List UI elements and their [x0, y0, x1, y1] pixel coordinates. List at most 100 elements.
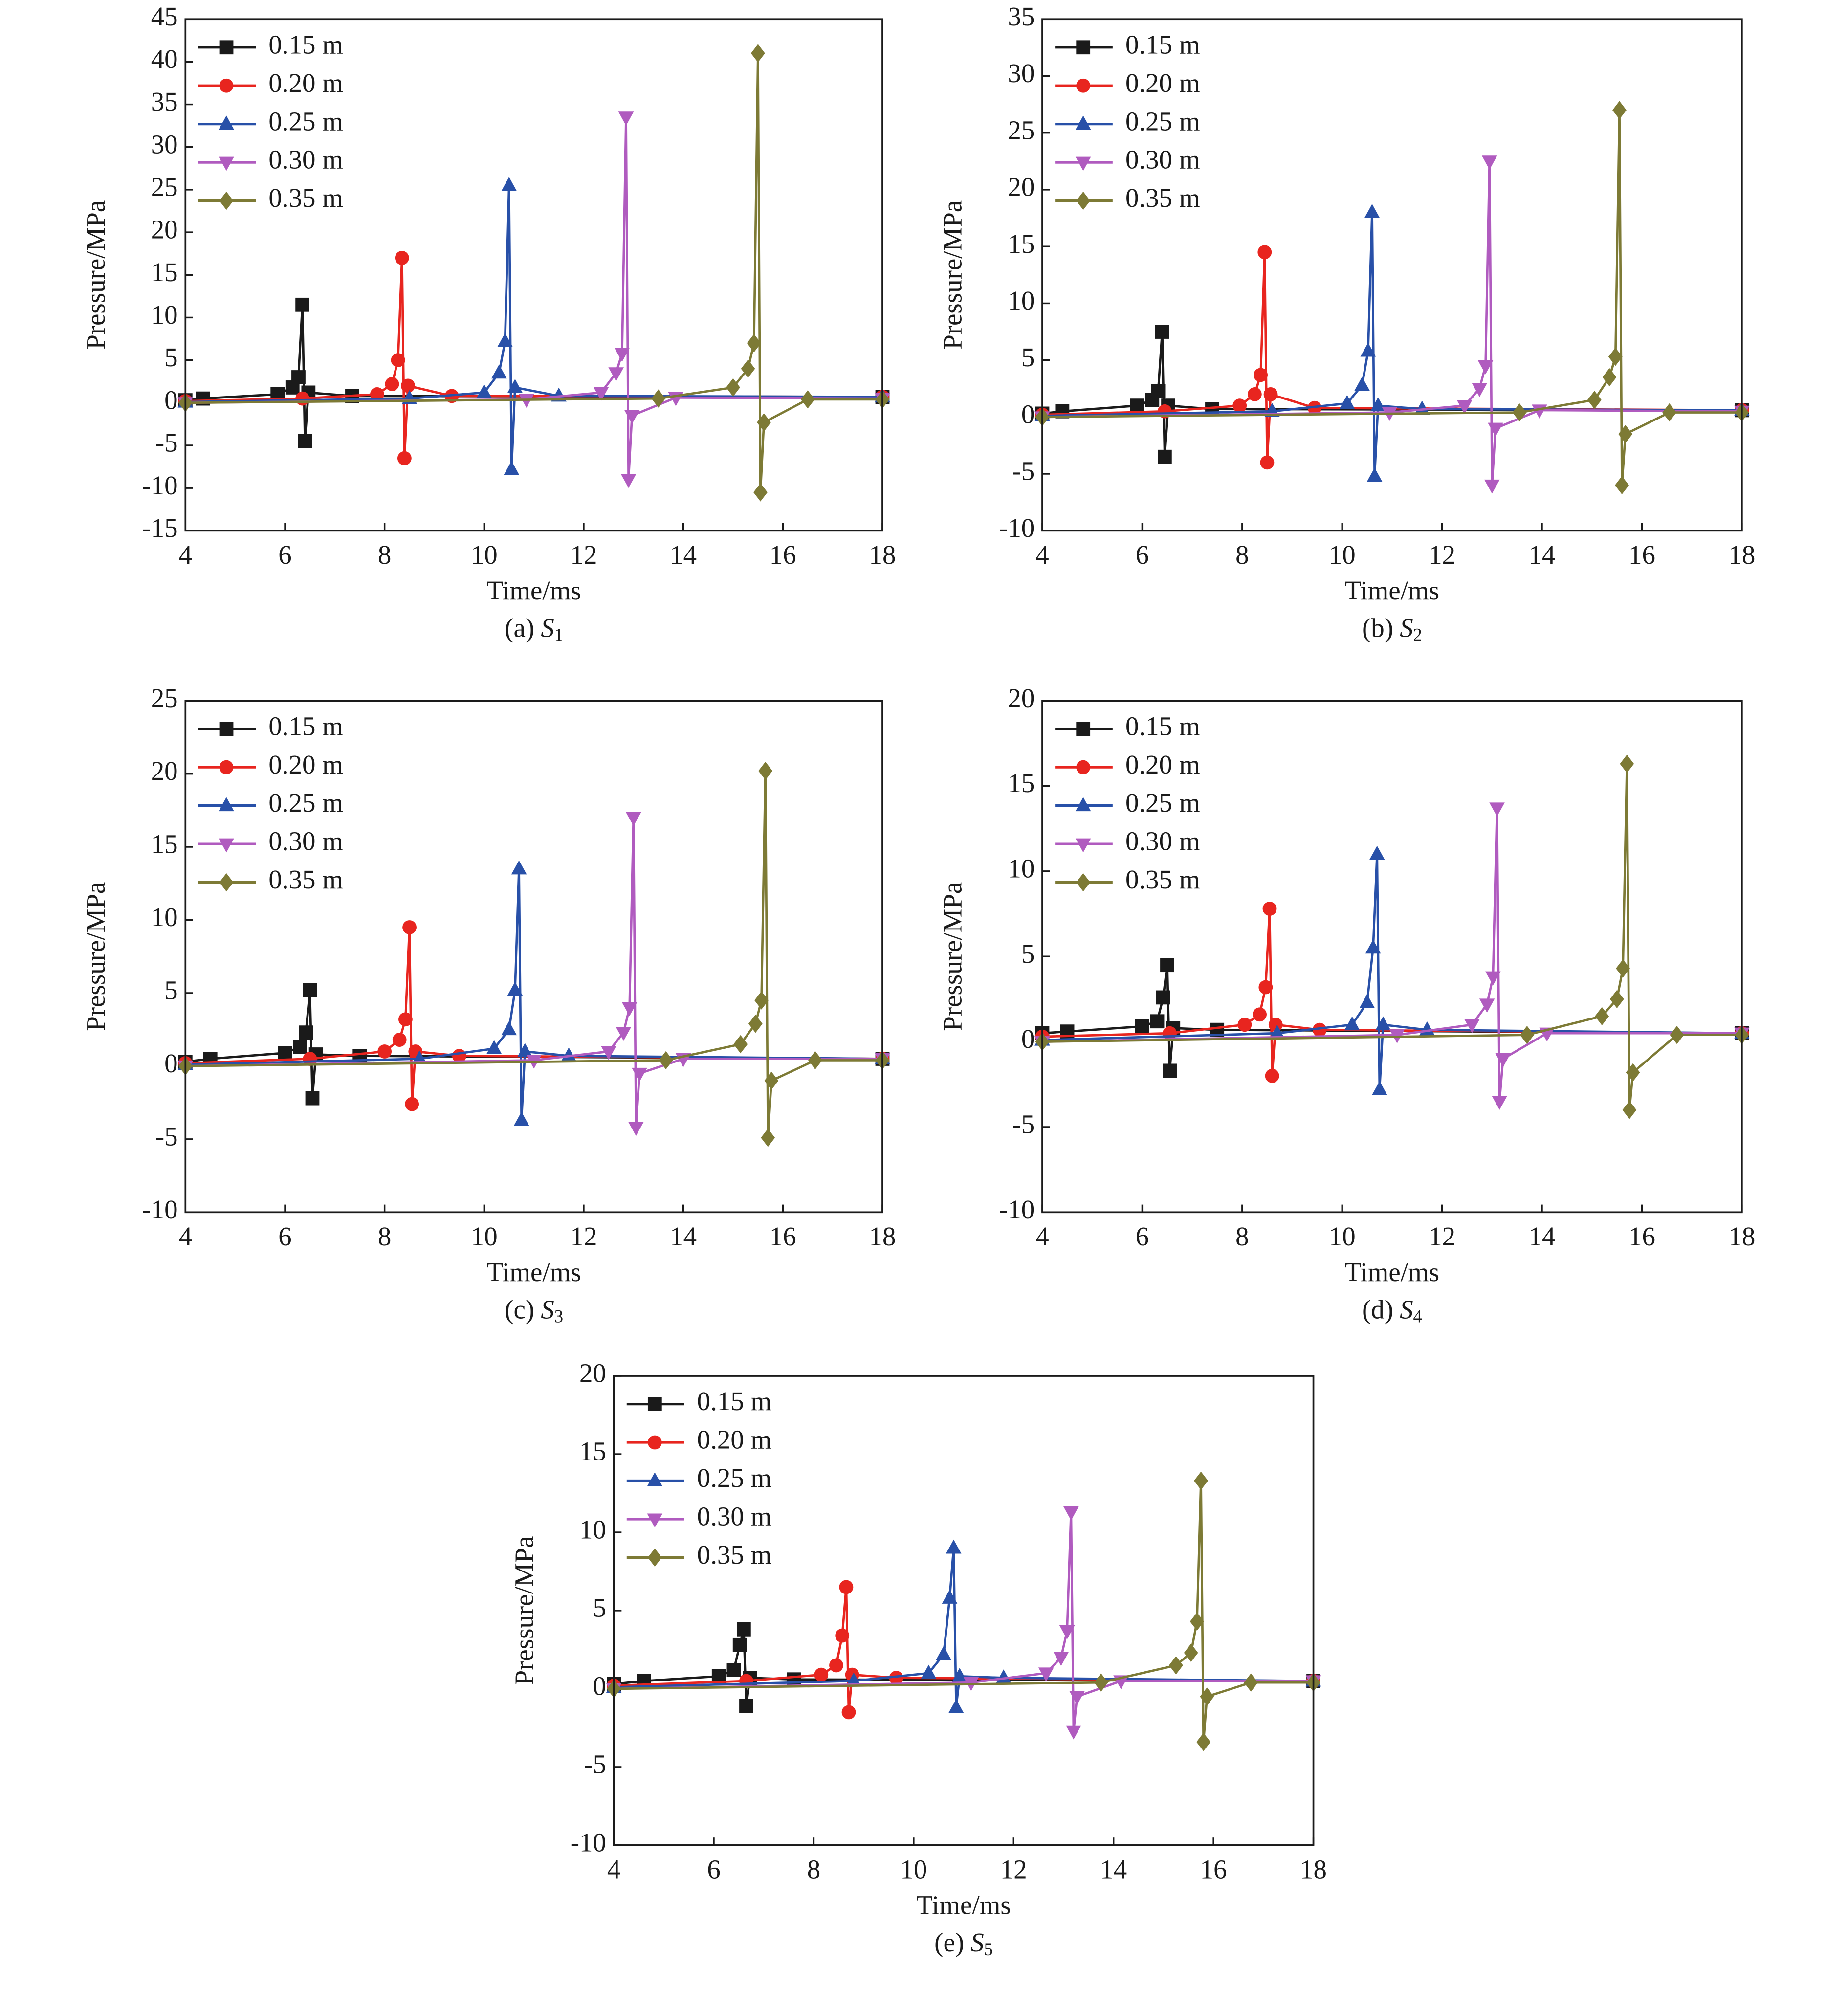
- data-point: [370, 387, 384, 401]
- series-line: [1042, 252, 1742, 463]
- y-tick-label: -10: [571, 1827, 606, 1857]
- y-tick-label: 5: [1021, 939, 1034, 969]
- x-tick-label: 12: [1429, 1221, 1455, 1251]
- series-line: [1042, 908, 1742, 1076]
- data-point: [739, 1699, 753, 1713]
- plot-frame: [613, 1375, 1315, 1846]
- caption-subscript: 2: [1413, 625, 1422, 645]
- data-point: [936, 1646, 952, 1660]
- data-point: [1495, 1053, 1511, 1067]
- legend-marker: [647, 1513, 663, 1528]
- data-point: [753, 483, 768, 502]
- data-point: [1312, 1022, 1327, 1037]
- series-line: [185, 305, 882, 442]
- x-tick-label: 16: [1200, 1854, 1227, 1884]
- data-point: [511, 860, 527, 875]
- legend-marker: [219, 838, 234, 853]
- legend-label: 0.20 m: [1125, 68, 1200, 98]
- data-point: [299, 1025, 313, 1040]
- y-tick-label: 15: [151, 829, 178, 859]
- data-point: [401, 378, 415, 393]
- data-point: [1488, 422, 1503, 437]
- y-tick-label: -10: [142, 1195, 177, 1224]
- data-point: [1155, 325, 1169, 339]
- data-point: [787, 1672, 801, 1687]
- legend-marker: [1076, 722, 1091, 736]
- caption-symbol: S: [1400, 1294, 1413, 1324]
- data-point: [751, 44, 765, 63]
- y-tick-label: -15: [142, 513, 177, 543]
- y-tick-label: -5: [155, 428, 178, 458]
- data-point: [1258, 980, 1273, 995]
- series-line: [185, 868, 883, 1121]
- data-point: [632, 1067, 647, 1082]
- data-point: [1194, 1471, 1208, 1490]
- y-axis-label: Pressure/MPa: [81, 200, 110, 350]
- x-tick-label: 14: [1100, 1854, 1127, 1884]
- data-point: [1190, 1612, 1204, 1631]
- legend-label: 0.30 m: [268, 145, 343, 175]
- chart: -10 -5 0 5 10 15 20 25 4 6 8 10 12 14 16 18 0.15 m 0.20 m…: [81, 683, 896, 1327]
- series-line: [1042, 854, 1742, 1090]
- data-point: [1464, 1019, 1480, 1033]
- x-tick-label: 4: [1035, 540, 1049, 570]
- legend-label: 0.25 m: [268, 788, 343, 818]
- x-tick-label: 8: [1235, 1221, 1249, 1251]
- data-point: [1662, 403, 1677, 422]
- data-point: [608, 367, 624, 382]
- y-tick-label: 15: [1008, 768, 1034, 798]
- legend-marker: [219, 78, 234, 93]
- x-tick-label: 16: [770, 1221, 796, 1251]
- data-point: [1063, 1506, 1079, 1521]
- data-point: [948, 1699, 964, 1713]
- series-line: [185, 927, 882, 1105]
- data-point: [1370, 397, 1386, 412]
- caption-label: (e): [934, 1927, 964, 1957]
- data-point: [1366, 467, 1383, 482]
- data-point: [1247, 387, 1262, 401]
- legend-label: 0.15 m: [268, 711, 343, 741]
- x-tick-label: 8: [807, 1854, 820, 1884]
- y-tick-label: 35: [151, 87, 178, 116]
- data-point: [1269, 1024, 1285, 1039]
- data-point: [1481, 155, 1497, 170]
- data-point: [491, 364, 507, 379]
- y-tick-label: 15: [1008, 229, 1034, 259]
- series-line: [614, 1587, 1314, 1713]
- data-point: [377, 1044, 392, 1059]
- x-tick-label: 6: [278, 1221, 291, 1251]
- y-tick-label: 20: [1008, 683, 1034, 713]
- legend-marker: [219, 797, 234, 812]
- legend-marker: [219, 722, 234, 736]
- data-point: [593, 387, 609, 401]
- data-point: [839, 1580, 854, 1594]
- y-tick-label: 25: [151, 172, 178, 202]
- data-point: [651, 389, 666, 408]
- x-axis-label: Time/ms: [486, 1257, 581, 1287]
- x-tick-label: 18: [869, 540, 896, 570]
- legend-label: 0.25 m: [268, 106, 343, 136]
- caption-symbol: S: [541, 613, 554, 642]
- data-point: [1094, 1673, 1108, 1692]
- x-tick-label: 6: [707, 1854, 720, 1884]
- y-tick-label: 0: [593, 1671, 606, 1701]
- legend-label: 0.25 m: [1125, 788, 1200, 818]
- data-point: [561, 1047, 577, 1062]
- series-line: [185, 771, 882, 1138]
- data-point: [1156, 990, 1170, 1005]
- data-point: [726, 1663, 741, 1677]
- y-tick-label: 20: [579, 1358, 606, 1388]
- x-tick-label: 12: [571, 540, 597, 570]
- y-tick-label: -5: [584, 1749, 606, 1779]
- data-point: [1372, 1081, 1387, 1095]
- x-tick-label: 14: [1529, 540, 1556, 570]
- data-point: [1670, 1025, 1684, 1044]
- x-tick-label: 16: [1628, 540, 1655, 570]
- legend-marker: [219, 760, 234, 774]
- y-tick-label: -10: [142, 470, 177, 500]
- data-point: [398, 1012, 413, 1027]
- data-point: [758, 761, 773, 780]
- data-point: [1262, 902, 1277, 916]
- data-point: [625, 812, 641, 826]
- data-point: [1618, 425, 1633, 443]
